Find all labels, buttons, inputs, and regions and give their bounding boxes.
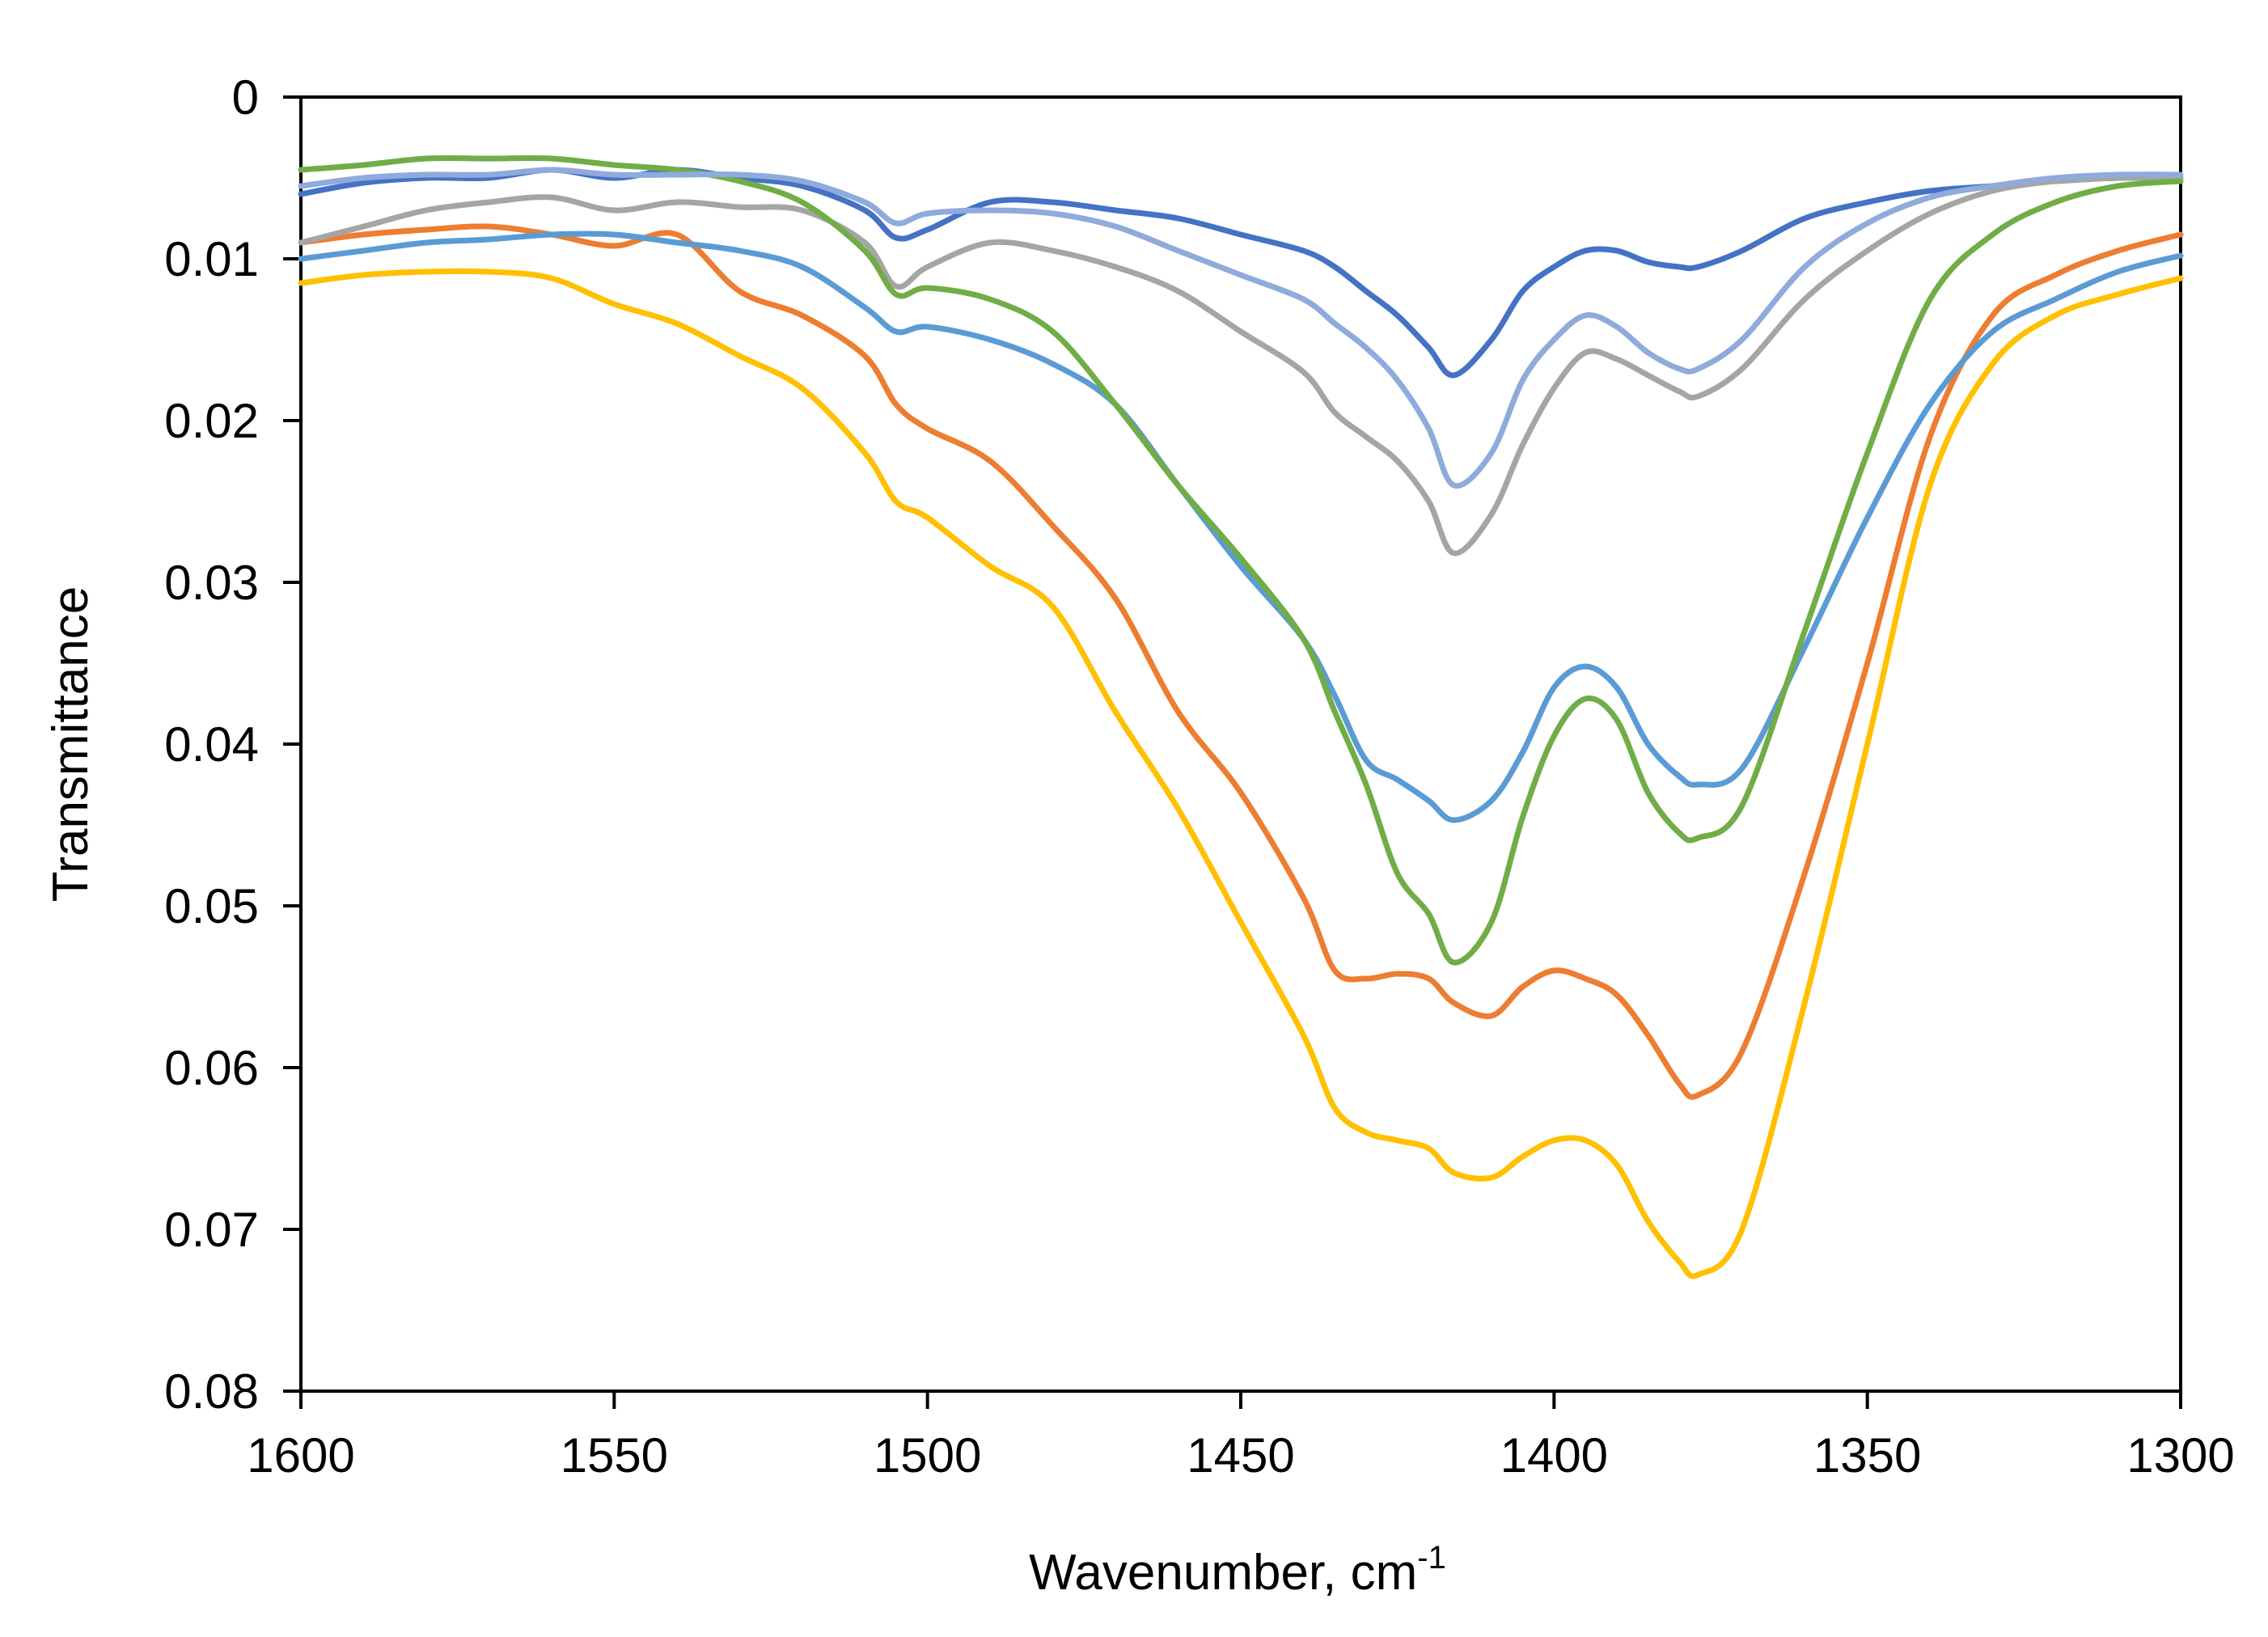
y-tick-label: 0.04 — [164, 717, 259, 772]
series-line-series-4 — [298, 268, 2184, 1280]
y-tick-label: 0.07 — [164, 1203, 259, 1257]
x-tick-label: 1500 — [874, 1428, 981, 1483]
x-tick-label: 1550 — [561, 1428, 668, 1483]
x-tick-label: 1600 — [247, 1428, 354, 1483]
series-line-series-7 — [298, 167, 2184, 489]
y-axis-title: Transmittance — [43, 586, 99, 903]
x-axis-title-main: Wavenumber, cm — [1029, 1545, 1417, 1601]
x-tick-label: 1450 — [1187, 1428, 1294, 1483]
x-tick-label: 1350 — [1813, 1428, 1921, 1483]
y-tick-label: 0.08 — [164, 1364, 259, 1419]
y-tick-label: 0.05 — [164, 879, 259, 933]
y-tick-label: 0 — [232, 70, 259, 125]
x-axis: 1600 1550 1500 1450 1400 1350 1300 — [247, 1391, 2235, 1483]
x-tick-label: 1400 — [1500, 1428, 1608, 1483]
x-tick-label: 1300 — [2126, 1428, 2234, 1483]
x-axis-title: Wavenumber, cm-1 — [1029, 1540, 1446, 1601]
series-lines — [298, 154, 2184, 1280]
series-line-series-5 — [298, 231, 2184, 823]
series-line-series-2 — [298, 223, 2184, 1100]
series-line-series-6 — [298, 154, 2184, 966]
y-tick-label: 0.06 — [164, 1041, 259, 1095]
series-line-series-3 — [298, 175, 2184, 556]
y-tick-label: 0.03 — [164, 556, 259, 610]
y-tick-label: 0.02 — [164, 394, 259, 448]
y-axis: 0 0.01 0.02 0.03 0.04 0.05 0.06 0.07 0.08 — [164, 70, 301, 1419]
y-tick-label: 0.01 — [164, 232, 259, 286]
x-axis-title-superscript: -1 — [1417, 1540, 1446, 1576]
